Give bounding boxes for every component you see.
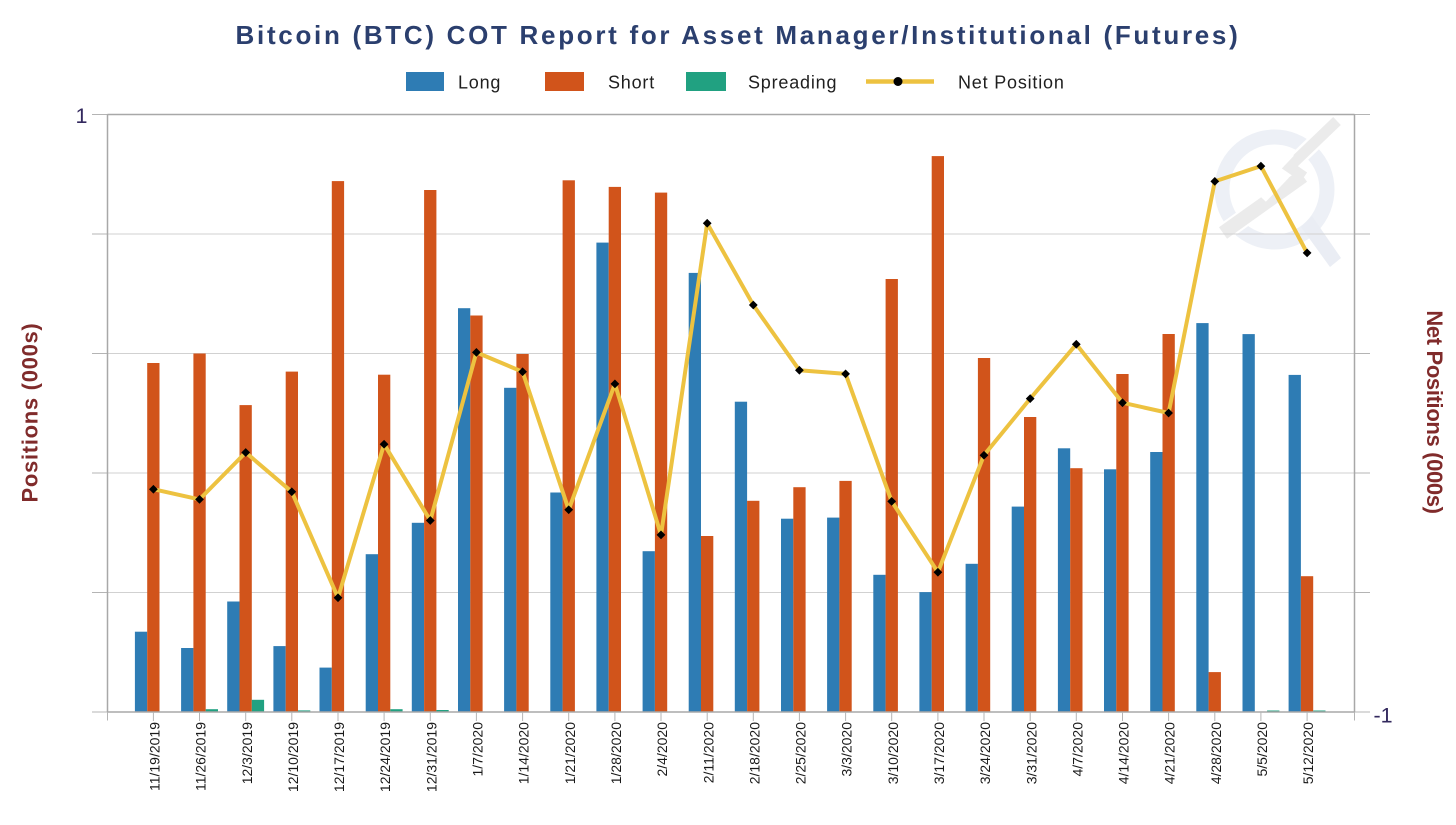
svg-text:1/7/2020: 1/7/2020 — [470, 722, 486, 777]
svg-text:4/14/2020: 4/14/2020 — [1116, 722, 1132, 784]
svg-text:Net Position: Net Position — [958, 73, 1065, 93]
svg-text:3/24/2020: 3/24/2020 — [977, 722, 993, 784]
svg-text:3/10/2020: 3/10/2020 — [885, 722, 901, 784]
svg-text:11/19/2019: 11/19/2019 — [147, 722, 163, 791]
svg-text:11/26/2019: 11/26/2019 — [193, 722, 209, 791]
svg-text:3/31/2020: 3/31/2020 — [1023, 722, 1039, 784]
svg-text:4/28/2020: 4/28/2020 — [1208, 722, 1224, 784]
svg-text:3/3/2020: 3/3/2020 — [839, 722, 855, 777]
svg-text:1: 1 — [76, 104, 88, 128]
svg-text:2/4/2020: 2/4/2020 — [654, 722, 670, 777]
svg-text:Positions (000s): Positions (000s) — [18, 323, 43, 503]
svg-text:4/21/2020: 4/21/2020 — [1162, 722, 1178, 784]
svg-text:1/21/2020: 1/21/2020 — [562, 722, 578, 784]
svg-text:Spreading: Spreading — [748, 73, 837, 93]
svg-text:Net Positions (000s): Net Positions (000s) — [1422, 310, 1447, 513]
svg-text:-1: -1 — [1374, 704, 1393, 728]
svg-text:1/14/2020: 1/14/2020 — [516, 722, 532, 784]
svg-text:1/28/2020: 1/28/2020 — [608, 722, 624, 784]
svg-text:2/11/2020: 2/11/2020 — [700, 722, 716, 783]
svg-text:2/25/2020: 2/25/2020 — [793, 722, 809, 784]
svg-text:12/10/2019: 12/10/2019 — [285, 722, 301, 792]
svg-text:4/7/2020: 4/7/2020 — [1069, 722, 1085, 777]
svg-text:5/5/2020: 5/5/2020 — [1254, 722, 1270, 777]
svg-text:12/31/2019: 12/31/2019 — [423, 722, 439, 792]
svg-text:Bitcoin (BTC) COT Report for A: Bitcoin (BTC) COT Report for Asset Manag… — [236, 20, 1241, 50]
svg-text:12/17/2019: 12/17/2019 — [331, 722, 347, 792]
svg-text:Short: Short — [608, 73, 655, 93]
svg-text:12/3/2019: 12/3/2019 — [239, 722, 255, 784]
svg-text:Long: Long — [458, 73, 501, 93]
svg-text:2/18/2020: 2/18/2020 — [746, 722, 762, 784]
svg-text:5/12/2020: 5/12/2020 — [1300, 722, 1316, 784]
svg-text:3/17/2020: 3/17/2020 — [931, 722, 947, 784]
svg-text:12/24/2019: 12/24/2019 — [377, 722, 393, 792]
